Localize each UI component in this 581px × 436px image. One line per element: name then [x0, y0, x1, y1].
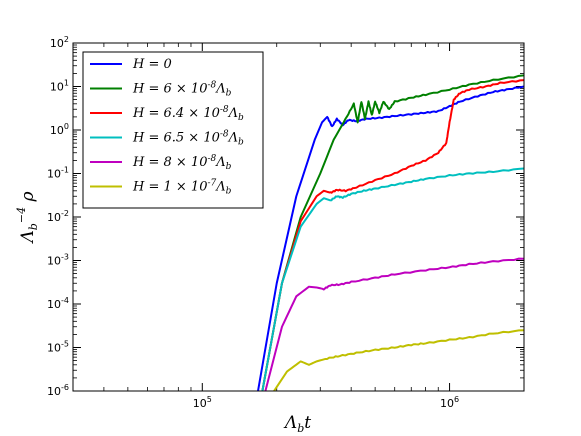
series-line: [257, 85, 524, 391]
series-line: [261, 79, 524, 391]
legend-frame: [82, 51, 264, 209]
y-tick-label: 101: [50, 79, 69, 94]
y-tick-label: 10-2: [47, 209, 69, 224]
legend-entry: H = 6.4 × 10-8Λb: [132, 105, 244, 123]
y-tick-label: 10-6: [47, 383, 69, 398]
legend-entry: H = 6 × 10-8Λb: [132, 81, 232, 99]
y-tick-label: 10-3: [47, 253, 69, 268]
series-line: [261, 74, 524, 391]
series-line: [264, 257, 524, 391]
y-tick-label: 10-4: [47, 296, 69, 311]
x-tick-label: 106: [440, 395, 459, 410]
y-tick-label: 10-1: [47, 166, 69, 181]
x-axis-label: Λbt: [283, 413, 311, 435]
series-lines: [257, 74, 524, 391]
y-axis-label: Λb−4 ρ: [15, 192, 40, 245]
x-tick-label: 105: [193, 395, 212, 410]
axis-ticks: 102 101 100 10-1 10-2 10-3 10-4 10-5 10-6 105 106: [47, 35, 525, 410]
series-line: [273, 329, 524, 391]
legend-entry: H = 0: [132, 57, 172, 72]
legend-entry: H = 8 × 10-8Λb: [132, 154, 232, 172]
y-tick-label: 102: [50, 35, 69, 50]
series-line: [261, 167, 524, 391]
legend-entry: H = 6.5 × 10-8Λb: [132, 130, 244, 148]
legend-entry: H = 1 × 10-7Λb: [132, 179, 232, 197]
y-tick-label: 100: [50, 122, 69, 137]
legend: H = 0 H = 6 × 10-8Λb H = 6.4 × 10-8Λb H = 6…: [82, 51, 264, 209]
y-tick-label: 10-5: [47, 340, 69, 355]
plot-frame: [72, 42, 525, 392]
